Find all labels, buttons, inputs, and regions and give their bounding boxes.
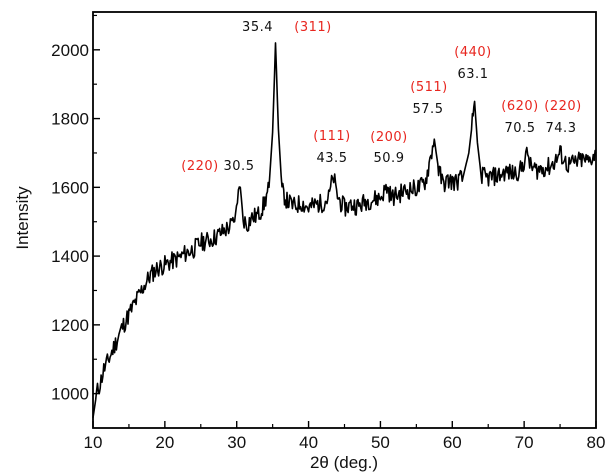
x-axis-label: 2θ (deg.) <box>310 453 378 472</box>
x-tick-label: 70 <box>515 433 534 452</box>
y-tick-label: 1200 <box>51 316 89 335</box>
y-axis-label: Intensity <box>13 186 32 250</box>
tick-labels: 10 20 30 40 50 60 70 80 1000 1200 1400 1600 1800 2000 <box>51 41 605 452</box>
peak-position-label: 57.5 <box>413 102 444 117</box>
peak-hkl-label: (311) <box>294 20 331 35</box>
peak-annotations: (220) 30.5 (311) 35.4 (111) 43.5 (200) 50.9 (511… <box>181 20 581 174</box>
x-tick-label: 40 <box>299 433 318 452</box>
x-tick-label: 30 <box>227 433 246 452</box>
peak-position-label: 50.9 <box>374 151 405 166</box>
x-tick-label: 80 <box>587 433 606 452</box>
peak-hkl-label: (220) <box>181 159 218 174</box>
axis-ticks <box>92 14 597 428</box>
x-tick-label: 60 <box>443 433 462 452</box>
peak-hkl-label: (200) <box>370 130 407 145</box>
peak-hkl-label: (220) <box>544 99 581 114</box>
peak-hkl-label: (511) <box>410 80 447 95</box>
peak-position-label: 30.5 <box>224 159 255 174</box>
y-tick-label: 1600 <box>51 178 89 197</box>
x-tick-label: 10 <box>84 433 103 452</box>
y-tick-label: 1400 <box>51 247 89 266</box>
peak-hkl-label: (111) <box>313 129 350 144</box>
peak-position-label: 70.5 <box>505 121 536 136</box>
x-tick-label: 50 <box>371 433 390 452</box>
y-tick-label: 1800 <box>51 110 89 129</box>
series-line <box>92 42 597 418</box>
peak-hkl-label: (620) <box>501 99 538 114</box>
peak-hkl-label: (440) <box>454 45 491 60</box>
y-tick-label: 2000 <box>51 41 89 60</box>
peak-position-label: 74.3 <box>546 121 577 136</box>
x-tick-label: 20 <box>155 433 174 452</box>
peak-position-label: 35.4 <box>242 20 273 35</box>
y-tick-label: 1000 <box>51 385 89 404</box>
plot-frame <box>92 11 597 429</box>
peak-position-label: 63.1 <box>458 67 489 82</box>
peak-position-label: 43.5 <box>317 151 348 166</box>
